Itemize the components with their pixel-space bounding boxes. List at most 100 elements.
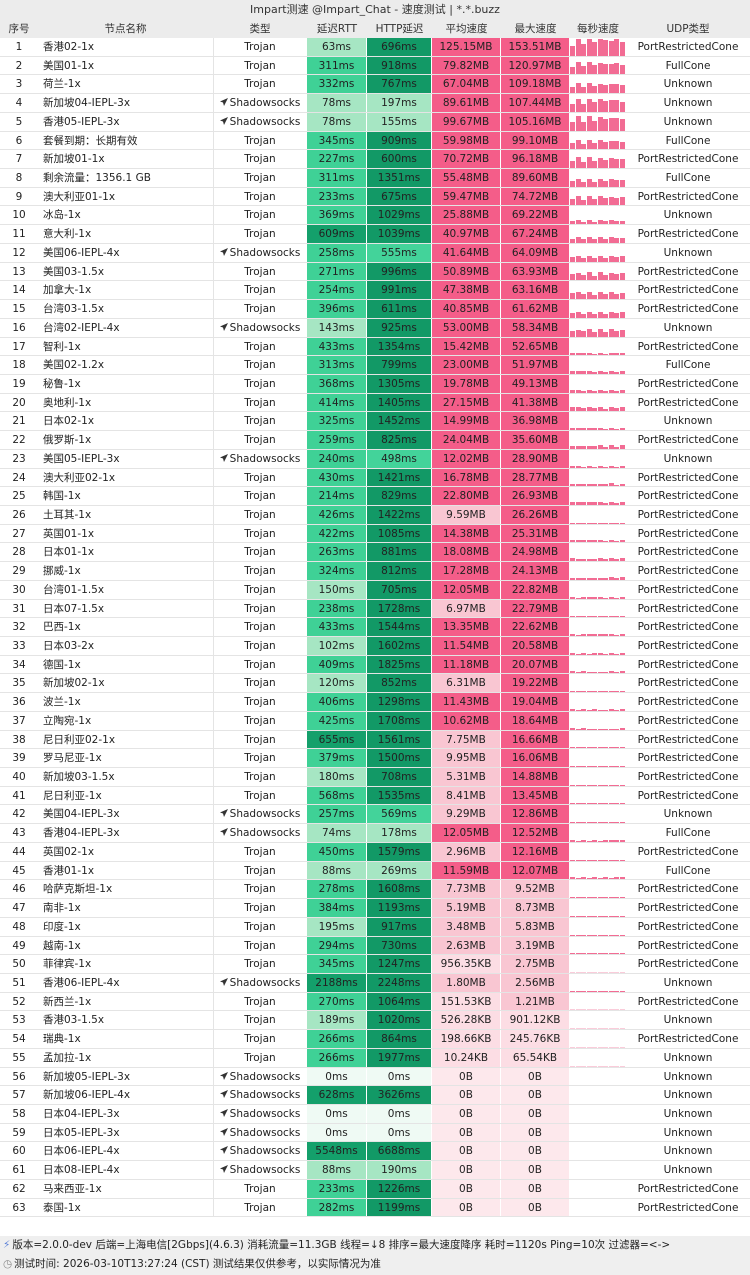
udp-text: Unknown bbox=[663, 808, 713, 821]
table-row[interactable]: 2 美国01-1x Trojan 311ms 918ms 79.82MB 120.97MB F… bbox=[0, 56, 750, 76]
table-row[interactable]: 34 德国-1x Trojan 409ms 1825ms 11.18MB 20.07MB Po… bbox=[0, 655, 750, 675]
type-text: Trojan bbox=[244, 602, 276, 615]
table-row[interactable]: 12 美国06-IEPL-4x Shadowsocks 258ms 555ms 41.64… bbox=[0, 243, 750, 263]
table-row[interactable]: 27 英国01-1x Trojan 422ms 1085ms 14.38MB 25.31MB… bbox=[0, 524, 750, 544]
spark-bar bbox=[608, 953, 614, 955]
table-row[interactable]: 53 香港03-1.5x Trojan 189ms 1020ms 526.28KB 901.… bbox=[0, 1011, 750, 1031]
table-row[interactable]: 51 香港06-IEPL-4x Shadowsocks 2188ms 2248ms 1.8… bbox=[0, 973, 750, 993]
index-text: 36 bbox=[12, 696, 26, 709]
table-row[interactable]: 44 英国02-1x Trojan 450ms 1579ms 2.96MB 12.16MB P… bbox=[0, 842, 750, 862]
spark-bar bbox=[608, 1009, 614, 1011]
type-text: Trojan bbox=[244, 209, 276, 222]
table-row[interactable]: 4 新加坡04-IEPL-3x Shadowsocks 78ms 197ms 89.61M… bbox=[0, 94, 750, 113]
http-text: 909ms bbox=[381, 134, 417, 147]
table-row[interactable]: 47 南非-1x Trojan 384ms 1193ms 5.19MB 8.73MB Port… bbox=[0, 899, 750, 918]
spark-bar bbox=[603, 85, 608, 94]
udp-text: PortRestrictedCone bbox=[637, 396, 739, 409]
spark-bar bbox=[581, 784, 586, 786]
cell-http: 1544ms bbox=[367, 618, 432, 636]
table-row[interactable]: 58 日本04-IEPL-3x Shadowsocks 0ms 0ms 0B 0B Unkno… bbox=[0, 1104, 750, 1124]
cell-spark bbox=[570, 674, 626, 693]
table-row[interactable]: 6 套餐到期：长期有效 Trojan 345ms 909ms 59.98MB 99.10MB… bbox=[0, 131, 750, 151]
table-row[interactable]: 24 澳大利亚02-1x Trojan 430ms 1421ms 16.78MB 28.77… bbox=[0, 468, 750, 488]
table-row[interactable]: 15 台湾03-1.5x Trojan 396ms 611ms 40.85MB 61.62M… bbox=[0, 300, 750, 319]
table-row[interactable]: 61 日本08-IEPL-4x Shadowsocks 88ms 190ms 0B 0B Un… bbox=[0, 1161, 750, 1180]
table-row[interactable]: 18 美国02-1.2x Trojan 313ms 799ms 23.00MB 51.97M… bbox=[0, 356, 750, 375]
table-row[interactable]: 63 泰国-1x Trojan 282ms 1199ms 0B 0B PortRestrict… bbox=[0, 1198, 750, 1218]
table-row[interactable]: 1 香港02-1x Trojan 63ms 696ms 125.15MB 153.51MB P… bbox=[0, 38, 750, 57]
table-row[interactable]: 9 澳大利亚01-1x Trojan 233ms 675ms 59.47MB 74.72MB… bbox=[0, 187, 750, 207]
table-row[interactable]: 54 瑞典-1x Trojan 266ms 864ms 198.66KB 245.76KB P… bbox=[0, 1030, 750, 1049]
table-row[interactable]: 41 尼日利亚-1x Trojan 568ms 1535ms 8.41MB 13.45MB P… bbox=[0, 786, 750, 806]
cell-type: Trojan bbox=[213, 374, 307, 393]
table-row[interactable]: 17 智利-1x Trojan 433ms 1354ms 15.42MB 52.65MB Po… bbox=[0, 337, 750, 357]
cell-index: 62 bbox=[0, 1180, 38, 1198]
table-row[interactable]: 26 土耳其-1x Trojan 426ms 1422ms 9.59MB 26.26MB Po… bbox=[0, 505, 750, 525]
udp-text: Unknown bbox=[663, 976, 713, 989]
table-row[interactable]: 39 罗马尼亚-1x Trojan 379ms 1500ms 9.95MB 16.06MB P… bbox=[0, 749, 750, 769]
table-row[interactable]: 5 香港05-IEPL-3x Shadowsocks 78ms 155ms 99.67MB… bbox=[0, 112, 750, 132]
cell-http: 178ms bbox=[367, 824, 432, 842]
table-row[interactable]: 60 日本06-IEPL-4x Shadowsocks 5548ms 6688ms 0B 0… bbox=[0, 1142, 750, 1162]
table-row[interactable]: 29 挪威-1x Trojan 324ms 812ms 17.28MB 24.13MB Por… bbox=[0, 562, 750, 581]
table-row[interactable]: 49 越南-1x Trojan 294ms 730ms 2.63MB 3.19MB PortR… bbox=[0, 936, 750, 956]
table-row[interactable]: 32 巴西-1x Trojan 433ms 1544ms 13.35MB 22.62MB Po… bbox=[0, 618, 750, 637]
table-row[interactable]: 50 菲律宾-1x Trojan 345ms 1247ms 956.35KB 2.75MB P… bbox=[0, 955, 750, 974]
cell-avg-speed: 59.98MB bbox=[432, 131, 501, 150]
table-row[interactable]: 57 新加坡06-IEPL-4x Shadowsocks 628ms 3626ms 0B 0… bbox=[0, 1086, 750, 1105]
table-row[interactable]: 11 意大利-1x Trojan 609ms 1039ms 40.97MB 67.24MB P… bbox=[0, 225, 750, 244]
table-row[interactable]: 55 孟加拉-1x Trojan 266ms 1977ms 10.24KB 65.54KB U… bbox=[0, 1048, 750, 1068]
table-row[interactable]: 22 俄罗斯-1x Trojan 259ms 825ms 24.04MB 35.60MB Po… bbox=[0, 431, 750, 450]
table-row[interactable]: 62 马来西亚-1x Trojan 233ms 1226ms 0B 0B PortRestri… bbox=[0, 1179, 750, 1199]
cell-name: 立陶宛-1x bbox=[38, 712, 213, 730]
spark-bar bbox=[597, 353, 603, 356]
table-row[interactable]: 42 美国04-IEPL-3x Shadowsocks 257ms 569ms 9.29M… bbox=[0, 805, 750, 825]
table-row[interactable]: 23 美国05-IEPL-3x Shadowsocks 240ms 498ms 12.02… bbox=[0, 449, 750, 469]
table-row[interactable]: 7 新加坡01-1x Trojan 227ms 600ms 70.72MB 96.18MB P… bbox=[0, 150, 750, 170]
spark-bar bbox=[575, 766, 581, 768]
table-row[interactable]: 33 日本03-2x Trojan 102ms 1602ms 11.54MB 20.58MB… bbox=[0, 637, 750, 656]
table-row[interactable]: 16 台湾02-IEPL-4x Shadowsocks 143ms 925ms 53.00… bbox=[0, 318, 750, 338]
table-row[interactable]: 38 尼日利亚02-1x Trojan 655ms 1561ms 7.75MB 16.66M… bbox=[0, 730, 750, 750]
table-row[interactable]: 35 新加坡02-1x Trojan 120ms 852ms 6.31MB 19.22MB P… bbox=[0, 674, 750, 694]
table-row[interactable]: 14 加拿大-1x Trojan 254ms 991ms 47.38MB 63.16MB Po… bbox=[0, 281, 750, 301]
cell-spark bbox=[570, 1030, 626, 1048]
table-row[interactable]: 3 荷兰-1x Trojan 332ms 767ms 67.04MB 109.18MB Unk… bbox=[0, 75, 750, 95]
table-row[interactable]: 30 台湾01-1.5x Trojan 150ms 705ms 12.05MB 22.82M… bbox=[0, 580, 750, 600]
cell-name: 波兰-1x bbox=[38, 693, 213, 711]
spark-bar bbox=[603, 897, 608, 899]
table-row[interactable]: 43 香港04-IEPL-3x Shadowsocks 74ms 178ms 12.05M… bbox=[0, 824, 750, 843]
table-row[interactable]: 45 香港01-1x Trojan 88ms 269ms 11.59MB 12.07MB Fu… bbox=[0, 861, 750, 881]
spark-bar bbox=[586, 1009, 592, 1011]
table-row[interactable]: 48 印度-1x Trojan 195ms 917ms 3.48MB 5.83MB PortR… bbox=[0, 917, 750, 937]
cell-index: 36 bbox=[0, 693, 38, 711]
table-row[interactable]: 31 日本07-1.5x Trojan 238ms 1728ms 6.97MB 22.79M… bbox=[0, 599, 750, 619]
table-row[interactable]: 28 日本01-1x Trojan 263ms 881ms 18.08MB 24.98MB P… bbox=[0, 543, 750, 563]
table-row[interactable]: 19 秘鲁-1x Trojan 368ms 1305ms 19.78MB 49.13MB Po… bbox=[0, 374, 750, 394]
table-row[interactable]: 20 奥地利-1x Trojan 414ms 1405ms 27.15MB 41.38MB P… bbox=[0, 393, 750, 413]
table-row[interactable]: 40 新加坡03-1.5x Trojan 180ms 708ms 5.31MB 14.88M… bbox=[0, 768, 750, 787]
table-row[interactable]: 37 立陶宛-1x Trojan 425ms 1708ms 10.62MB 18.64MB P… bbox=[0, 711, 750, 731]
table-row[interactable]: 21 日本02-1x Trojan 325ms 1452ms 14.99MB 36.98MB… bbox=[0, 412, 750, 432]
type-text: Trojan bbox=[244, 59, 276, 72]
udp-text: PortRestrictedCone bbox=[637, 190, 739, 203]
spark-bar bbox=[581, 330, 586, 337]
rtt-text: 263ms bbox=[318, 546, 355, 559]
rtt-text: 5548ms bbox=[315, 1145, 358, 1158]
table-row[interactable]: 36 波兰-1x Trojan 406ms 1298ms 11.43MB 19.04MB Po… bbox=[0, 693, 750, 712]
table-row[interactable]: 59 日本05-IEPL-3x Shadowsocks 0ms 0ms 0B 0B Unkno… bbox=[0, 1123, 750, 1143]
table-row[interactable]: 46 哈萨克斯坦-1x Trojan 278ms 1608ms 7.73MB 9.52MB P… bbox=[0, 880, 750, 900]
spark-bar bbox=[597, 540, 603, 543]
table-row[interactable]: 8 剩余流量：1356.1 GB Trojan 311ms 1351ms 55.48MB 8… bbox=[0, 169, 750, 188]
table-row[interactable]: 52 新西兰-1x Trojan 270ms 1064ms 151.53KB 1.21MB P… bbox=[0, 992, 750, 1012]
cell-max-speed: 0B bbox=[501, 1086, 570, 1104]
table-row[interactable]: 13 美国03-1.5x Trojan 271ms 996ms 50.89MB 63.93M… bbox=[0, 262, 750, 282]
cell-max-speed: 61.62MB bbox=[501, 300, 570, 318]
name-text: 日本03-2x bbox=[43, 640, 95, 652]
table-row[interactable]: 25 韩国-1x Trojan 214ms 829ms 22.80MB 26.93MB Por… bbox=[0, 487, 750, 506]
spark-bar bbox=[608, 389, 614, 393]
spark-bar bbox=[608, 407, 614, 412]
table-row[interactable]: 10 冰岛-1x Trojan 369ms 1029ms 25.88MB 69.22MB Un… bbox=[0, 206, 750, 226]
index-text: 59 bbox=[12, 1126, 26, 1139]
table-row[interactable]: 56 新加坡05-IEPL-3x Shadowsocks 0ms 0ms 0B 0B Unkn… bbox=[0, 1067, 750, 1087]
